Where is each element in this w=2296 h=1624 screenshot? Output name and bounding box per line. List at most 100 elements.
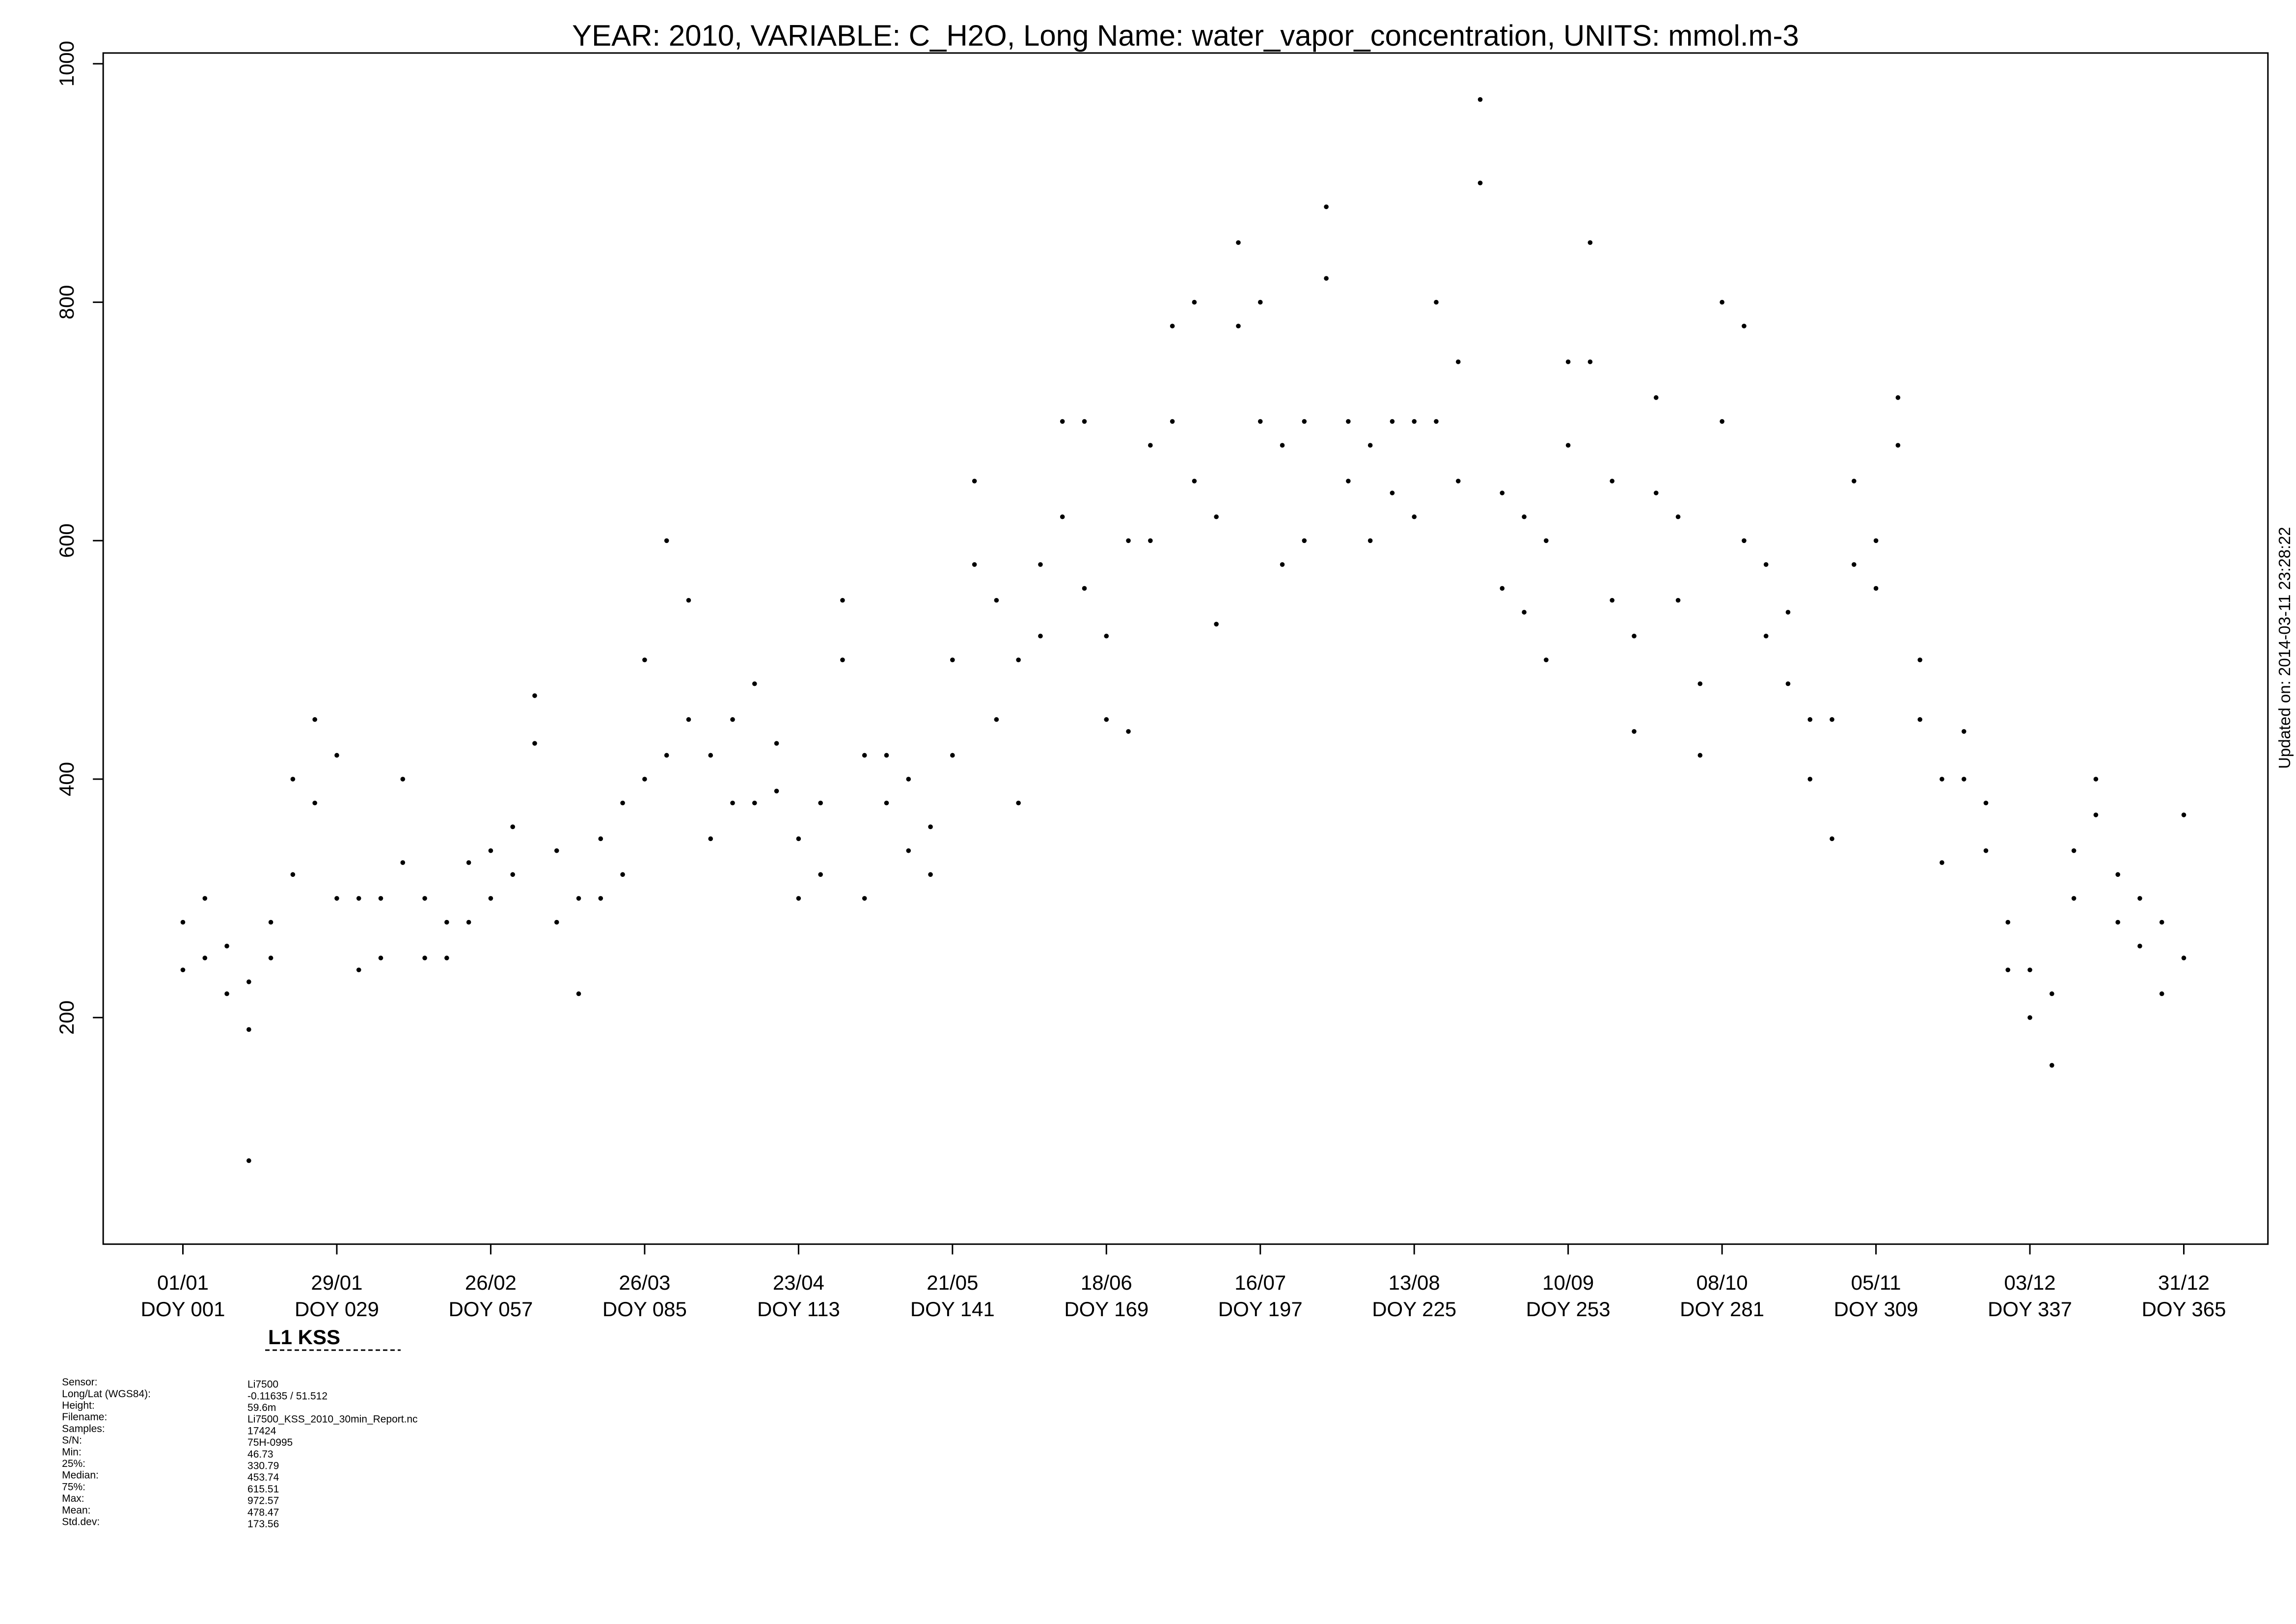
point xyxy=(2093,777,2099,782)
x-tick-label: 29/01 xyxy=(311,1271,362,1294)
point xyxy=(1038,633,1043,639)
point xyxy=(620,800,625,806)
point xyxy=(1697,681,1703,686)
x-tick-label: 03/12 xyxy=(2004,1271,2056,1294)
point xyxy=(950,753,955,758)
point xyxy=(202,896,208,901)
point xyxy=(708,836,713,841)
point xyxy=(246,979,251,984)
point xyxy=(1852,479,1857,484)
point xyxy=(1917,657,1922,662)
point xyxy=(774,788,779,794)
x-tick-label: 08/10 xyxy=(1696,1271,1748,1294)
point xyxy=(510,872,515,877)
point xyxy=(290,872,296,877)
point xyxy=(1940,777,1944,782)
point xyxy=(1346,419,1351,424)
info-value: 478.47 xyxy=(247,1507,279,1518)
point xyxy=(290,777,296,782)
point xyxy=(2027,967,2032,973)
point xyxy=(1785,681,1791,686)
point xyxy=(1807,717,1813,722)
info-value: 615.51 xyxy=(247,1484,279,1495)
point xyxy=(356,967,361,973)
x-tick-label: 13/08 xyxy=(1389,1271,1440,1294)
info-value: Li7500 xyxy=(247,1379,278,1390)
info-value: 17424 xyxy=(247,1425,276,1436)
point xyxy=(2181,955,2187,961)
point xyxy=(1961,729,1967,734)
point xyxy=(796,836,801,841)
updated-note: Updated on: 2014-03-11 23:28:22 xyxy=(2275,527,2294,769)
point xyxy=(312,717,317,722)
info-label: 75%: xyxy=(62,1481,85,1492)
point xyxy=(2115,920,2120,925)
point xyxy=(1675,514,1681,519)
point xyxy=(862,753,867,758)
point xyxy=(1675,597,1681,603)
point xyxy=(2050,991,2054,997)
point xyxy=(1214,514,1219,519)
x-tick-sublabel: DOY 337 xyxy=(1988,1298,2072,1321)
point xyxy=(1522,514,1527,519)
x-tick-sublabel: DOY 365 xyxy=(2142,1298,2226,1321)
point xyxy=(422,955,427,961)
point xyxy=(1170,324,1175,328)
x-tick-sublabel: DOY 113 xyxy=(757,1298,840,1321)
point xyxy=(1280,443,1285,448)
point xyxy=(1500,586,1505,591)
info-value: -0.11635 / 51.512 xyxy=(247,1390,328,1402)
point xyxy=(1610,479,1615,484)
x-tick-label: 26/03 xyxy=(619,1271,670,1294)
point xyxy=(906,848,911,853)
point xyxy=(774,741,779,746)
x-tick-label: 21/05 xyxy=(927,1271,978,1294)
point xyxy=(1477,97,1483,102)
point xyxy=(642,777,647,782)
point xyxy=(1477,180,1483,186)
point xyxy=(1587,240,1593,245)
point xyxy=(1412,514,1417,519)
point xyxy=(1983,848,1989,853)
x-tick-label: 05/11 xyxy=(1851,1271,1901,1294)
x-tick-label: 31/12 xyxy=(2158,1271,2210,1294)
point xyxy=(752,681,757,686)
point xyxy=(1082,586,1087,591)
point xyxy=(554,920,559,925)
point xyxy=(1785,610,1791,615)
info-value: 46.73 xyxy=(247,1449,273,1460)
point xyxy=(2159,991,2164,997)
point xyxy=(972,562,977,567)
point xyxy=(818,872,823,877)
point xyxy=(1632,633,1637,639)
point xyxy=(884,753,889,758)
point xyxy=(1917,717,1922,722)
info-value: 972.57 xyxy=(247,1495,279,1507)
point xyxy=(444,955,449,961)
point xyxy=(1873,586,1879,591)
point xyxy=(1257,299,1263,305)
point xyxy=(884,800,889,806)
point xyxy=(664,538,669,543)
info-label: Height: xyxy=(62,1400,94,1411)
point xyxy=(1280,562,1285,567)
point xyxy=(1565,359,1571,364)
point xyxy=(620,872,625,877)
point xyxy=(1082,419,1087,424)
point xyxy=(1214,622,1219,627)
point xyxy=(334,896,339,901)
x-tick-sublabel: DOY 309 xyxy=(1834,1298,1918,1321)
point xyxy=(268,920,273,925)
info-value: 330.79 xyxy=(247,1460,279,1471)
x-tick-sublabel: DOY 141 xyxy=(910,1298,995,1321)
point xyxy=(708,753,713,758)
point xyxy=(2005,920,2011,925)
point xyxy=(1302,419,1307,424)
info-value: 59.6m xyxy=(247,1402,276,1413)
point xyxy=(1192,479,1197,484)
point xyxy=(1763,562,1769,567)
point xyxy=(686,717,691,722)
point xyxy=(1961,777,1967,782)
